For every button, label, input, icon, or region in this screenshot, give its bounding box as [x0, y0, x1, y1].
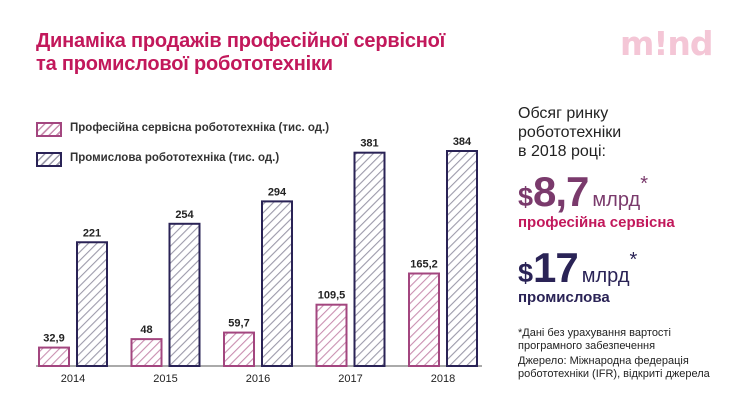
mind-logo: m!nd — [620, 24, 714, 63]
data-label-professional-2014: 32,9 — [43, 333, 64, 345]
professional-label: професійна сервісна — [518, 214, 675, 231]
chart-title: Динаміка продажів професійної сервісної … — [36, 30, 516, 76]
bar-industrial-2016 — [261, 200, 293, 367]
chart-title-line-2: та промислової робототехніки — [36, 53, 333, 75]
industrial-currency: $ — [518, 258, 534, 288]
bar-chart: 32,9 221 2014 48 254 2015 59,7 294 2016 109,5 381 2… — [36, 136, 482, 385]
x-tick-2015: 2015 — [153, 373, 177, 385]
chart-title-line-1: Динаміка продажів професійної сервісної — [36, 30, 446, 52]
bar-professional-2017 — [315, 303, 348, 367]
source-note-line-2: робототехніки (IFR), відкриті джерела — [518, 368, 710, 380]
x-tick-2017: 2017 — [338, 373, 362, 385]
data-label-professional-2017: 109,5 — [318, 290, 346, 302]
industrial-market-value: $17 млрд* — [518, 244, 637, 292]
bar-professional-2015 — [130, 338, 163, 367]
market-size-heading-line-3: в 2018 році: — [518, 143, 606, 160]
bar-professional-2014 — [38, 346, 70, 368]
bar-industrial-2015 — [168, 222, 201, 367]
data-label-professional-2016: 59,7 — [228, 318, 249, 330]
industrial-unit: млрд — [581, 265, 630, 287]
industrial-value: 17 — [533, 244, 579, 291]
market-size-heading: Обсяг ринку робототехніки в 2018 році: — [518, 104, 718, 161]
professional-unit: млрд — [592, 189, 641, 211]
x-tick-2018: 2018 — [431, 373, 455, 385]
professional-value: 8,7 — [533, 168, 589, 215]
source-note-line-1: Джерело: Міжнародна федерація — [518, 355, 689, 367]
bar-professional-2018 — [408, 272, 440, 368]
industrial-footnote-mark: * — [629, 249, 638, 271]
bar-industrial-2018 — [446, 150, 478, 367]
x-tick-2014: 2014 — [61, 373, 85, 385]
x-tick-2016: 2016 — [246, 373, 270, 385]
bar-industrial-2017 — [353, 151, 386, 367]
bar-professional-2016 — [223, 331, 255, 367]
market-size-heading-line-2: робототехніки — [518, 124, 622, 141]
data-label-industrial-2014: 221 — [83, 227, 101, 239]
footnote: *Дані без урахування вартості програмног… — [518, 327, 748, 353]
legend-label-industrial: Промислова робототехніка (тис. од.) — [70, 152, 280, 164]
data-label-industrial-2017: 381 — [360, 138, 378, 150]
legend-swatch-professional — [36, 122, 62, 137]
professional-market-value: $8,7 млрд* — [518, 168, 648, 216]
source-note: Джерело: Міжнародна федерація робототехн… — [518, 355, 748, 381]
legend-label-professional: Професійна сервісна робототехніка (тис. … — [70, 122, 330, 134]
industrial-label: промислова — [518, 289, 610, 306]
footnote-line-2: програмного забезпечення — [518, 340, 656, 352]
professional-currency: $ — [518, 182, 534, 212]
footnote-line-1: *Дані без урахування вартості — [518, 327, 671, 339]
legend-swatch-industrial — [36, 152, 62, 167]
data-label-industrial-2016: 294 — [268, 186, 287, 198]
data-label-industrial-2015: 254 — [175, 209, 194, 221]
data-label-industrial-2018: 384 — [453, 136, 472, 148]
bar-industrial-2014 — [76, 241, 108, 367]
professional-footnote-mark: * — [640, 173, 648, 195]
data-label-professional-2015: 48 — [140, 324, 152, 336]
market-size-heading-line-1: Обсяг ринку — [518, 105, 609, 122]
data-label-professional-2018: 165,2 — [410, 259, 438, 271]
